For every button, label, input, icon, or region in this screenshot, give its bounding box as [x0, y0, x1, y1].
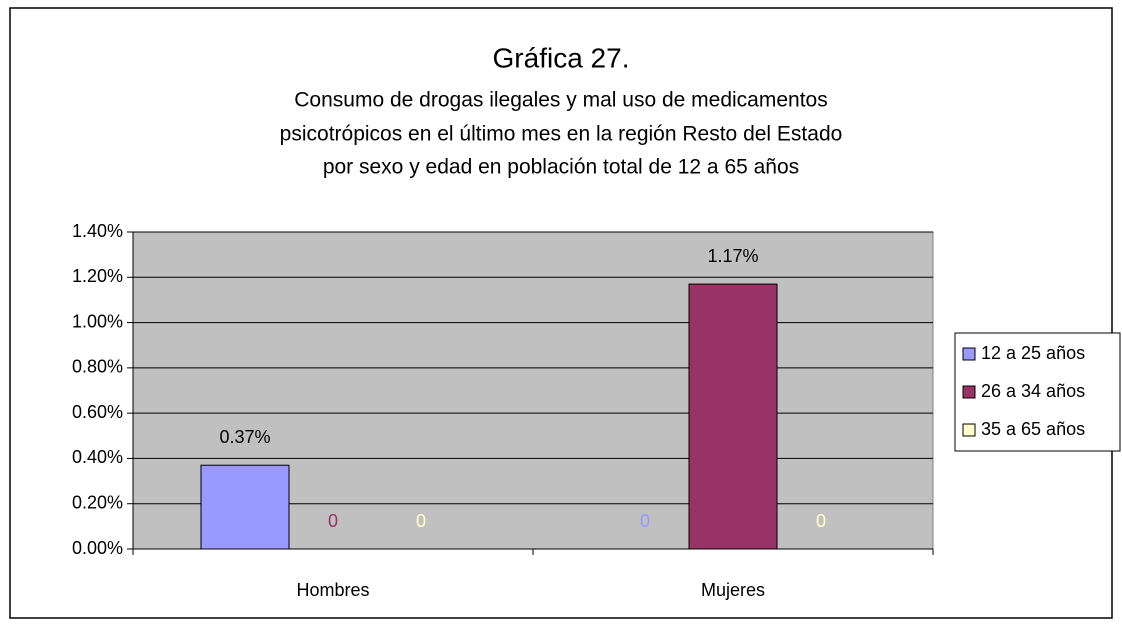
- bar: [688, 283, 778, 550]
- data-label: 0: [416, 511, 426, 531]
- chart-subtitle: por sexo y edad en población total de 12…: [323, 156, 799, 179]
- data-label: 0: [816, 511, 826, 531]
- y-tick-label: 1.00%: [72, 311, 123, 331]
- x-tick-label: Mujeres: [701, 580, 765, 600]
- chart-title: Gráfica 27.: [493, 42, 630, 73]
- y-tick-label: 0.00%: [72, 538, 123, 558]
- bar: [200, 464, 290, 550]
- data-label: 0: [328, 511, 338, 531]
- chart-subtitle: psicotrópicos en el último mes en la reg…: [280, 123, 843, 146]
- y-tick-label: 1.20%: [72, 266, 123, 286]
- data-label: 1.17%: [707, 246, 758, 266]
- y-tick-label: 0.20%: [72, 492, 123, 512]
- y-tick-label: 0.40%: [72, 447, 123, 467]
- legend-swatch: [962, 423, 976, 437]
- y-tick-label: 0.80%: [72, 357, 123, 377]
- data-label: 0: [640, 511, 650, 531]
- data-label: 0.37%: [219, 427, 270, 447]
- legend-swatch: [962, 385, 976, 399]
- legend-label: 12 a 25 años: [981, 343, 1085, 363]
- y-tick-label: 0.60%: [72, 402, 123, 422]
- chart-subtitle: Consumo de drogas ilegales y mal uso de …: [294, 89, 827, 112]
- y-tick-label: 1.40%: [72, 221, 123, 241]
- legend-swatch: [962, 347, 976, 361]
- legend-box: [954, 332, 1121, 452]
- legend-label: 26 a 34 años: [981, 381, 1085, 401]
- x-tick-label: Hombres: [296, 580, 369, 600]
- legend-label: 35 a 65 años: [981, 419, 1085, 439]
